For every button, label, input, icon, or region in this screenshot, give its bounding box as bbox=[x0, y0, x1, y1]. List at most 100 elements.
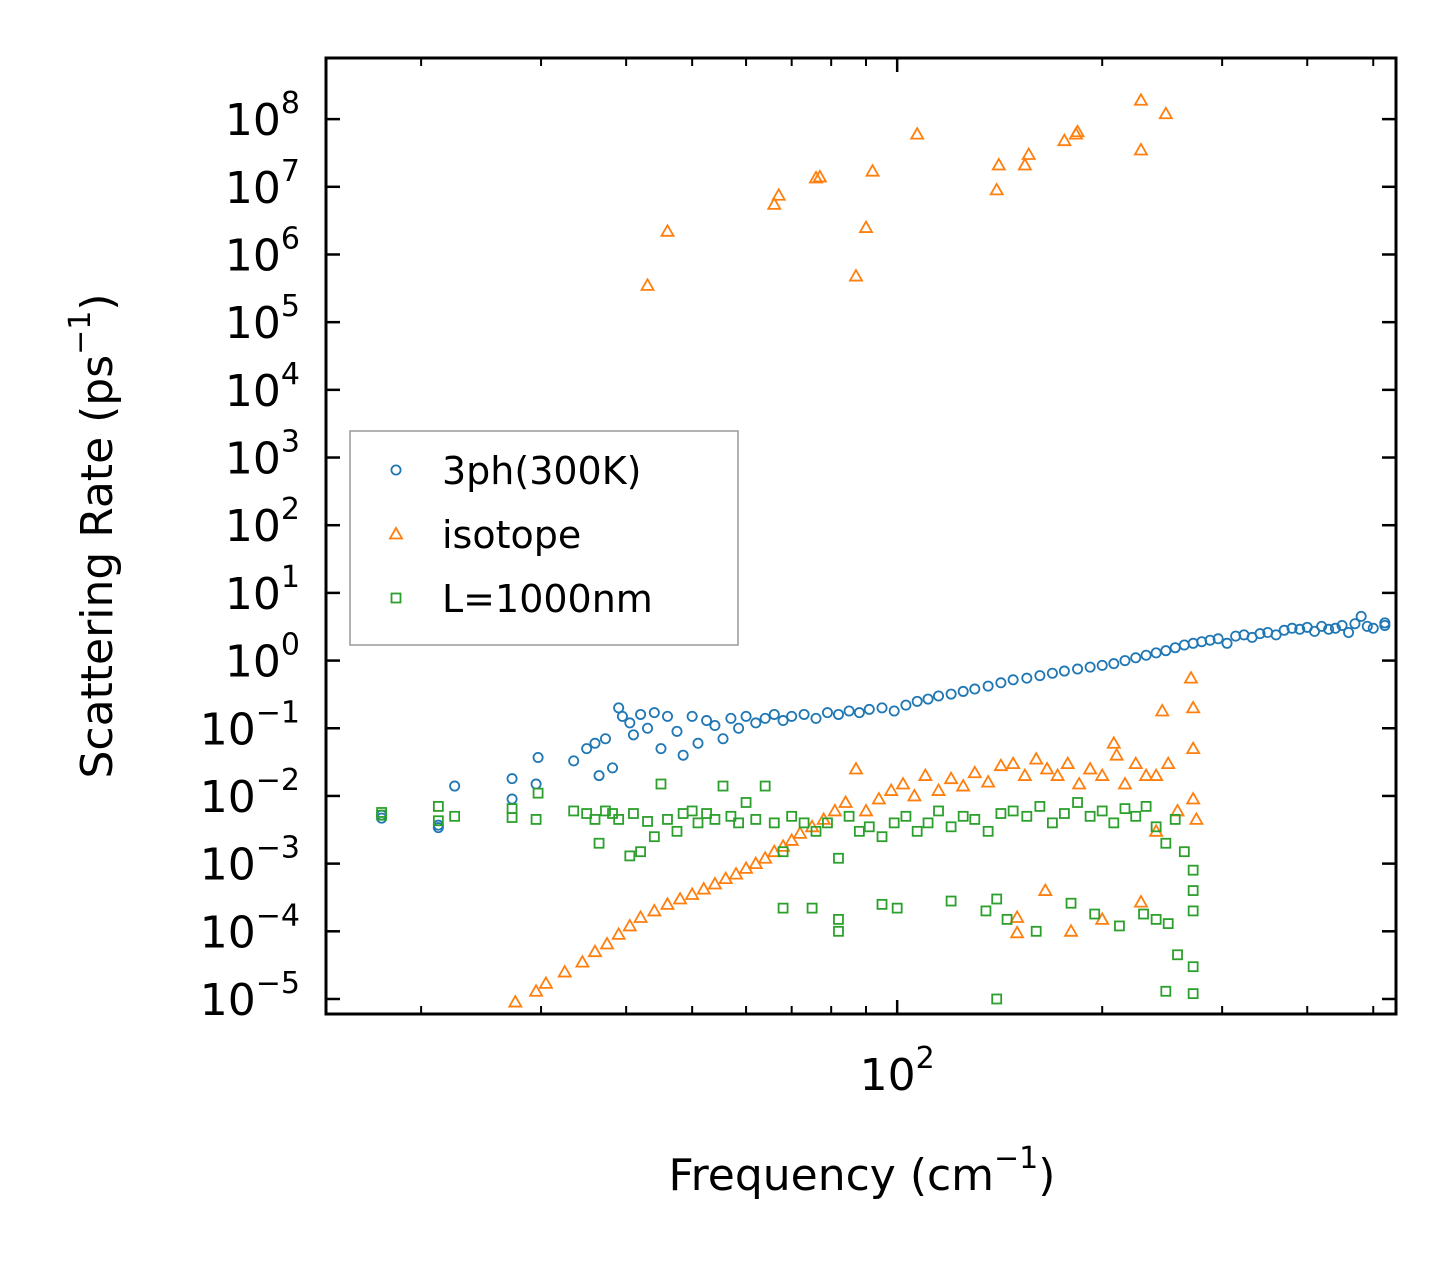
data-point-square bbox=[432, 815, 444, 827]
data-point-triangle bbox=[848, 761, 864, 775]
data-point-square bbox=[506, 803, 518, 815]
data-point-triangle bbox=[1094, 767, 1110, 781]
data-point-circle bbox=[1046, 667, 1058, 679]
data-point-square bbox=[980, 905, 992, 917]
data-point-triangle bbox=[991, 157, 1007, 171]
data-point-square bbox=[662, 814, 673, 825]
data-point-circle bbox=[969, 683, 981, 695]
data-point-triangle bbox=[838, 794, 854, 808]
data-point-square bbox=[1162, 918, 1174, 929]
data-point-square bbox=[1172, 949, 1183, 961]
data-point-circle bbox=[1379, 617, 1391, 629]
data-point-triangle bbox=[1069, 123, 1086, 138]
data-point-circle bbox=[1323, 623, 1335, 635]
data-point-square bbox=[1160, 837, 1172, 849]
data-layer bbox=[376, 92, 1391, 1008]
data-point-triangle bbox=[1133, 92, 1149, 106]
data-point-triangle bbox=[909, 126, 925, 140]
y-tick-label: 103 bbox=[225, 425, 300, 485]
data-point-triangle bbox=[1037, 882, 1053, 896]
data-point-square bbox=[922, 817, 934, 829]
data-point-circle bbox=[798, 708, 810, 720]
data-point-circle bbox=[506, 793, 518, 805]
data-point-circle bbox=[1072, 663, 1084, 675]
data-point-circle bbox=[607, 762, 619, 774]
data-point-circle bbox=[1336, 619, 1348, 631]
legend-label: isotope bbox=[442, 513, 581, 557]
data-point-square bbox=[810, 825, 822, 837]
data-point-circle bbox=[701, 715, 713, 727]
data-point-square bbox=[991, 993, 1003, 1005]
data-point-triangle bbox=[812, 169, 828, 183]
data-point-triangle bbox=[587, 943, 603, 958]
series-square bbox=[376, 778, 1199, 1005]
data-point-triangle bbox=[930, 782, 947, 796]
data-point-square bbox=[589, 814, 601, 825]
y-tick-label: 102 bbox=[225, 492, 300, 552]
data-point-circle bbox=[648, 707, 660, 719]
data-point-triangle bbox=[707, 876, 723, 890]
data-point-circle bbox=[635, 708, 647, 720]
data-point-circle bbox=[876, 702, 888, 714]
data-point-square bbox=[725, 810, 737, 822]
data-point-circle bbox=[1021, 672, 1033, 684]
data-point-square bbox=[1169, 814, 1181, 825]
data-point-circle bbox=[1204, 634, 1216, 646]
data-point-square bbox=[853, 825, 865, 837]
data-point-circle bbox=[686, 710, 698, 722]
data-point-square bbox=[1058, 808, 1070, 819]
data-point-triangle bbox=[646, 903, 662, 917]
data-point-circle bbox=[945, 688, 957, 700]
data-point-circle bbox=[1084, 661, 1096, 673]
data-point-square bbox=[655, 778, 667, 790]
data-point-square bbox=[686, 805, 698, 817]
data-point-circle bbox=[1212, 633, 1224, 645]
data-point-circle bbox=[1187, 637, 1199, 649]
data-point-triangle bbox=[1063, 923, 1079, 937]
data-point-triangle bbox=[757, 850, 773, 864]
data-point-circle bbox=[1150, 647, 1162, 659]
data-point-circle bbox=[995, 677, 1007, 689]
data-point-circle bbox=[1160, 645, 1172, 657]
data-point-square bbox=[628, 808, 639, 819]
data-point-circle bbox=[1140, 649, 1152, 661]
data-point-circle bbox=[709, 719, 721, 731]
data-point-square bbox=[1114, 920, 1125, 932]
data-point-circle bbox=[530, 778, 542, 790]
data-point-square bbox=[1030, 925, 1042, 937]
data-point-circle bbox=[655, 743, 667, 755]
data-point-triangle bbox=[784, 832, 800, 846]
data-point-circle bbox=[853, 707, 865, 719]
data-point-circle bbox=[1096, 659, 1108, 671]
series-triangle bbox=[507, 92, 1204, 1008]
data-point-circle bbox=[1108, 658, 1120, 670]
data-point-square bbox=[701, 808, 712, 819]
data-point-square bbox=[376, 809, 388, 821]
data-point-square bbox=[613, 814, 625, 825]
data-point-square bbox=[1178, 846, 1190, 858]
data-point-circle bbox=[832, 708, 844, 720]
data-point-triangle bbox=[1005, 755, 1021, 770]
data-point-circle bbox=[982, 680, 994, 692]
data-point-square bbox=[671, 825, 683, 837]
legend-box bbox=[349, 430, 739, 646]
data-point-triangle bbox=[858, 803, 874, 817]
data-point-triangle bbox=[848, 268, 864, 282]
legend-label: L=1000nm bbox=[442, 577, 653, 621]
data-point-triangle bbox=[1017, 767, 1033, 781]
data-point-square bbox=[607, 808, 618, 819]
data-point-square bbox=[1084, 810, 1096, 822]
data-point-circle bbox=[581, 743, 593, 755]
data-point-triangle bbox=[507, 994, 523, 1008]
data-point-square bbox=[888, 817, 900, 829]
data-point-circle bbox=[1007, 674, 1019, 686]
data-point-square bbox=[624, 850, 636, 862]
data-point-square bbox=[600, 805, 611, 817]
data-point-circle bbox=[1309, 625, 1321, 637]
data-point-circle bbox=[957, 685, 969, 697]
data-point-triangle bbox=[528, 983, 544, 997]
data-point-square bbox=[432, 801, 444, 812]
data-point-triangle bbox=[771, 187, 787, 201]
data-point-circle bbox=[1278, 624, 1290, 636]
